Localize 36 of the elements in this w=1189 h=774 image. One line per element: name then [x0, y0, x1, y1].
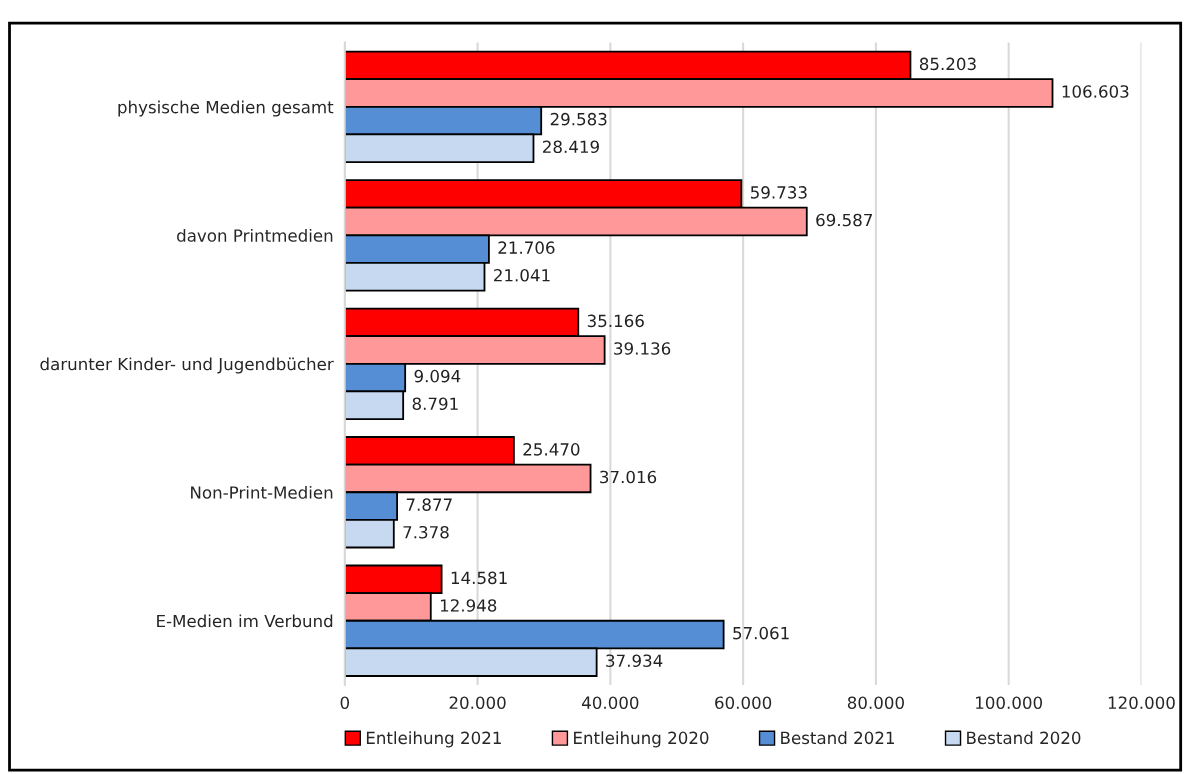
y-tick-label: Non-Print-Medien [191, 485, 333, 499]
x-tick-label: 100.000 [976, 696, 1043, 709]
data-label: 37.934 [606, 654, 663, 668]
data-label: 28.419 [543, 140, 599, 154]
data-label: 25.470 [523, 443, 580, 456]
legend-label: Bestand 2021 [781, 731, 894, 745]
legend-label: Entleihung 2020 [574, 731, 709, 748]
data-label: 37.016 [600, 470, 657, 484]
x-tick-label: 60.000 [715, 696, 772, 709]
legend-label: Bestand 2020 [967, 731, 1081, 745]
y-tick-label: E-Medien im Verbund [157, 614, 333, 628]
x-tick-label: 80.000 [847, 696, 904, 709]
data-label: 106.603 [1062, 85, 1129, 98]
data-label: 85.203 [919, 57, 976, 71]
y-tick-label: darunter Kinder- und Jugendbücher [40, 357, 334, 374]
data-label: 14.581 [451, 571, 507, 585]
y-tick-label: davon Printmedien [177, 228, 333, 242]
data-label: 8.791 [412, 397, 458, 411]
x-tick-label: 120.000 [1108, 696, 1175, 709]
x-tick-label: 20.000 [449, 696, 506, 709]
data-label: 7.378 [403, 525, 449, 539]
data-label: 9.094 [414, 369, 461, 383]
data-label: 12.948 [440, 599, 497, 612]
x-tick-label: 40.000 [582, 696, 639, 709]
data-label: 7.877 [406, 498, 452, 511]
data-label: 39.136 [614, 342, 671, 355]
data-label: 29.583 [550, 112, 607, 126]
data-label: 59.733 [750, 186, 807, 199]
data-label: 21.706 [498, 241, 555, 254]
legend-label: Entleihung 2021 [366, 731, 501, 748]
data-label: 69.587 [816, 213, 872, 227]
y-tick-label: physische Medien gesamt [118, 100, 334, 117]
data-label: 21.041 [494, 268, 550, 282]
data-label: 57.061 [733, 626, 789, 640]
data-label: 35.166 [587, 314, 644, 328]
x-tick-label: 0 [340, 696, 350, 709]
